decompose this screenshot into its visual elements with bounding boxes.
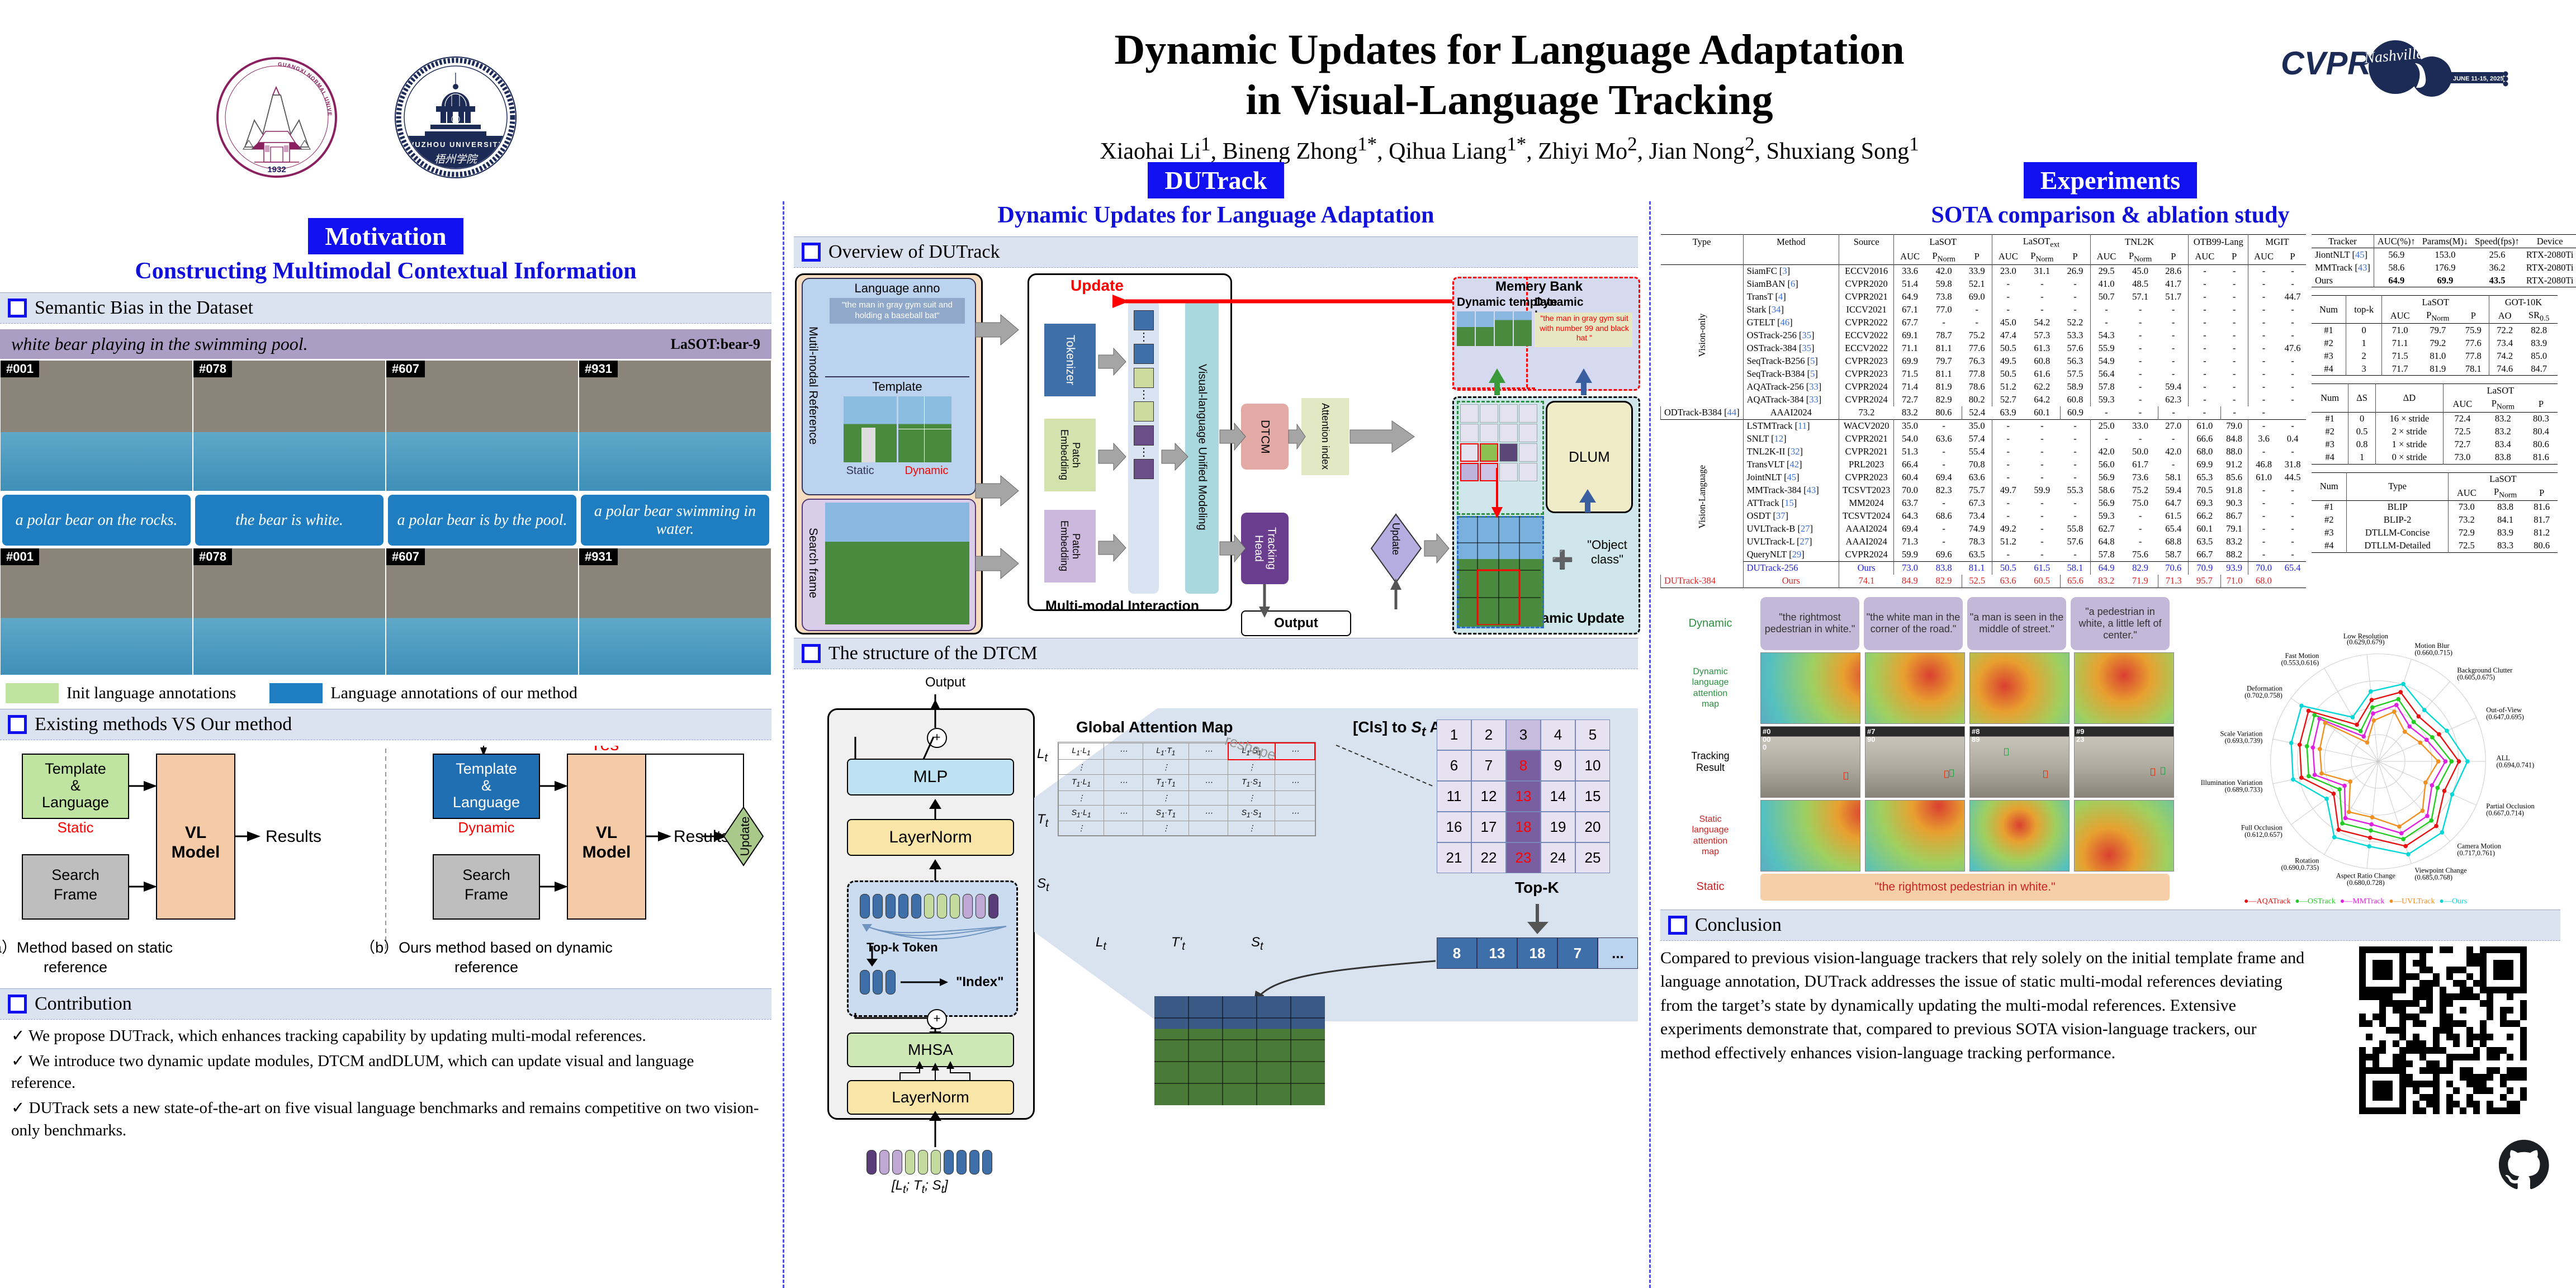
svg-text:Static: Static [57, 819, 93, 836]
svg-text:Model: Model [583, 843, 631, 861]
svg-text:(0.647,0.695): (0.647,0.695) [2486, 713, 2524, 721]
svg-text:Language: Language [42, 794, 109, 811]
svg-text:(0.660,0.715): (0.660,0.715) [2414, 648, 2452, 656]
svg-text:(0.702,0.758): (0.702,0.758) [2244, 692, 2283, 699]
svg-text:Search: Search [51, 866, 100, 883]
svg-text:（a）Method based on static: （a）Method based on static [0, 939, 173, 956]
svg-text:(0.694,0.741): (0.694,0.741) [2497, 761, 2535, 769]
svg-text:Language: Language [453, 794, 520, 811]
svg-text:(0.667,0.714): (0.667,0.714) [2486, 809, 2524, 817]
svg-text:CVPR: CVPR [2281, 45, 2371, 82]
svg-text:Background Clutter: Background Clutter [2457, 666, 2513, 674]
svg-text:reference: reference [454, 959, 518, 976]
svg-text:Results: Results [266, 827, 321, 846]
svg-text:Aspect Ratio Change: Aspect Ratio Change [2336, 872, 2396, 879]
svg-text:Frame: Frame [54, 886, 97, 903]
svg-text:1932: 1932 [267, 165, 286, 174]
svg-text:(0.690,0.735): (0.690,0.735) [2281, 863, 2319, 871]
svg-text:Frame: Frame [465, 886, 508, 903]
svg-text:(0.680,0.728): (0.680,0.728) [2347, 879, 2385, 887]
svg-text:Out-of-View: Out-of-View [2486, 706, 2522, 714]
svg-text:JUNE 11-15, 2025: JUNE 11-15, 2025 [2453, 75, 2504, 82]
svg-text:Template: Template [45, 760, 106, 777]
svg-text:(0.693,0.739): (0.693,0.739) [2225, 736, 2263, 744]
svg-text:(0.629,0.679): (0.629,0.679) [2347, 638, 2385, 646]
svg-text:Illumination Variation: Illumination Variation [2201, 778, 2263, 786]
svg-text:Fast Motion: Fast Motion [2285, 651, 2319, 659]
svg-text:(0.689,0.733): (0.689,0.733) [2225, 785, 2263, 793]
svg-text:Full Occlusion: Full Occlusion [2241, 823, 2283, 831]
svg-text:Partial Occlusion: Partial Occlusion [2486, 802, 2535, 810]
svg-text:(0.612,0.657): (0.612,0.657) [2244, 831, 2283, 839]
svg-text:ALL: ALL [2497, 754, 2510, 762]
svg-text:Rotation: Rotation [2295, 856, 2319, 864]
svg-text:(0.605,0.675): (0.605,0.675) [2457, 673, 2495, 681]
svg-text:（b）Ours method based on dynami: （b）Ours method based on dynamic [360, 939, 613, 956]
svg-text:Model: Model [172, 843, 220, 861]
svg-text:Template: Template [456, 760, 517, 777]
svg-text:Update: Update [738, 817, 752, 856]
svg-text:(0.717,0.761): (0.717,0.761) [2457, 849, 2495, 856]
svg-text:Motion Blur: Motion Blur [2414, 642, 2450, 650]
svg-text:(0.685,0.768): (0.685,0.768) [2414, 873, 2452, 881]
svg-text:Deformation: Deformation [2247, 684, 2283, 692]
svg-text:Dynamic: Dynamic [458, 819, 514, 836]
svg-text:Viewpoint Change: Viewpoint Change [2414, 866, 2467, 874]
svg-text:Search: Search [462, 866, 510, 883]
svg-text:WUZHOU UNIVERSITY: WUZHOU UNIVERSITY [407, 140, 504, 149]
svg-text:梧州学院: 梧州学院 [434, 153, 479, 165]
svg-text:&: & [70, 777, 80, 794]
svg-text:VL: VL [185, 823, 206, 842]
svg-text:reference: reference [44, 959, 107, 976]
svg-text:(0.553,0.616): (0.553,0.616) [2281, 659, 2319, 666]
svg-text:Yes: Yes [590, 746, 619, 754]
svg-text:Camera Motion: Camera Motion [2457, 842, 2502, 850]
svg-text:VL: VL [596, 823, 617, 842]
svg-text:Scale Variation: Scale Variation [2220, 730, 2263, 737]
svg-text:&: & [481, 777, 491, 794]
